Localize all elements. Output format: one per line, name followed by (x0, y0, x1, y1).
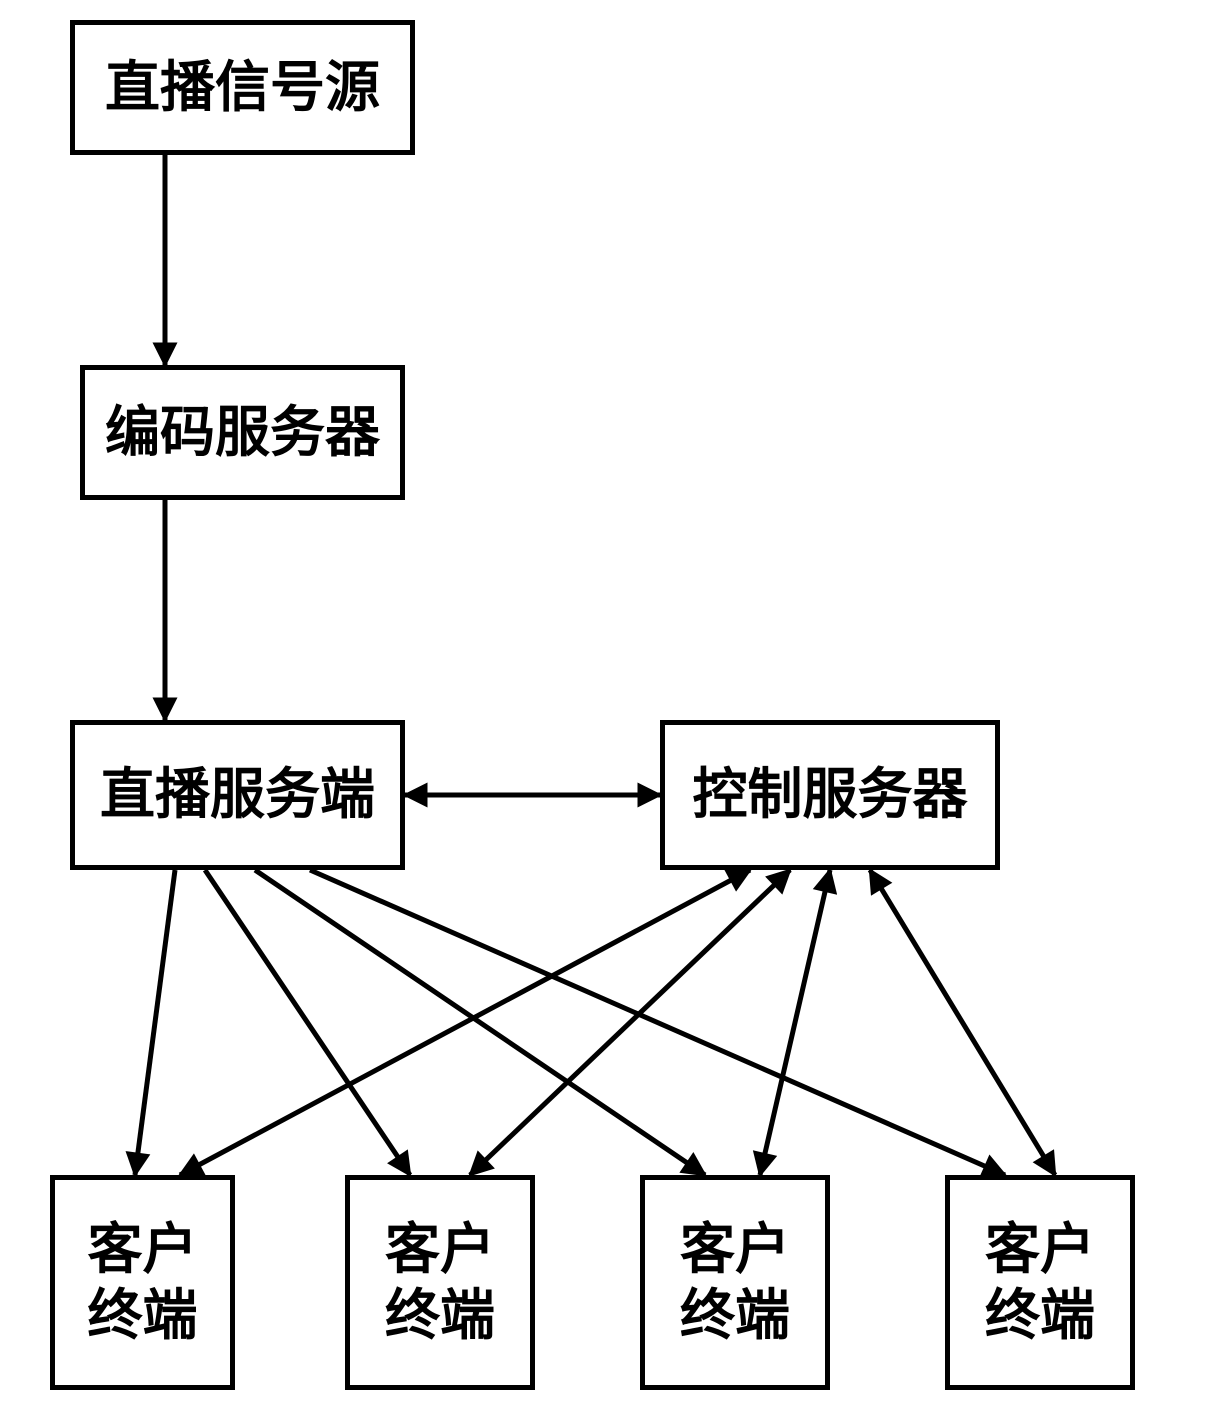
node-label: 客户 终端 (680, 1217, 790, 1349)
node-label: 直播服务端 (100, 762, 375, 828)
edge-8 (470, 870, 790, 1175)
node-encoder: 编码服务器 (80, 365, 405, 500)
node-client4: 客户 终端 (945, 1175, 1135, 1390)
node-label: 客户 终端 (985, 1217, 1095, 1349)
node-control_server: 控制服务器 (660, 720, 1000, 870)
node-label: 客户 终端 (385, 1217, 495, 1349)
node-client3: 客户 终端 (640, 1175, 830, 1390)
node-label: 控制服务器 (692, 762, 967, 828)
edge-10 (870, 870, 1055, 1175)
node-label: 直播信号源 (105, 55, 380, 121)
node-client2: 客户 终端 (345, 1175, 535, 1390)
edge-7 (180, 870, 750, 1175)
node-signal_source: 直播信号源 (70, 20, 415, 155)
node-label: 编码服务器 (105, 400, 380, 466)
edge-4 (205, 870, 410, 1175)
node-label: 客户 终端 (87, 1217, 197, 1349)
flowchart-diagram: 直播信号源编码服务器直播服务端 控制服务器客户 终端 客户 终端 客户 终端 客户 终端 (0, 0, 1223, 1415)
edge-3 (135, 870, 175, 1175)
node-live_server: 直播服务端 (70, 720, 405, 870)
edge-9 (760, 870, 830, 1175)
edge-6 (310, 870, 1005, 1175)
edge-5 (255, 870, 705, 1175)
node-client1: 客户 终端 (50, 1175, 235, 1390)
